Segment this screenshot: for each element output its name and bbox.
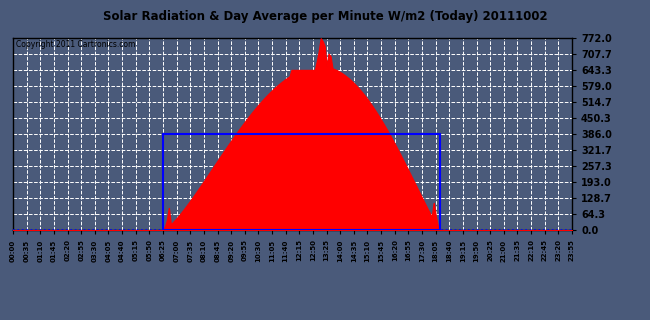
Text: Solar Radiation & Day Average per Minute W/m2 (Today) 20111002: Solar Radiation & Day Average per Minute… [103, 10, 547, 23]
Bar [163, 134, 439, 230]
Text: Copyright 2011 Cartronics.com: Copyright 2011 Cartronics.com [16, 40, 135, 49]
